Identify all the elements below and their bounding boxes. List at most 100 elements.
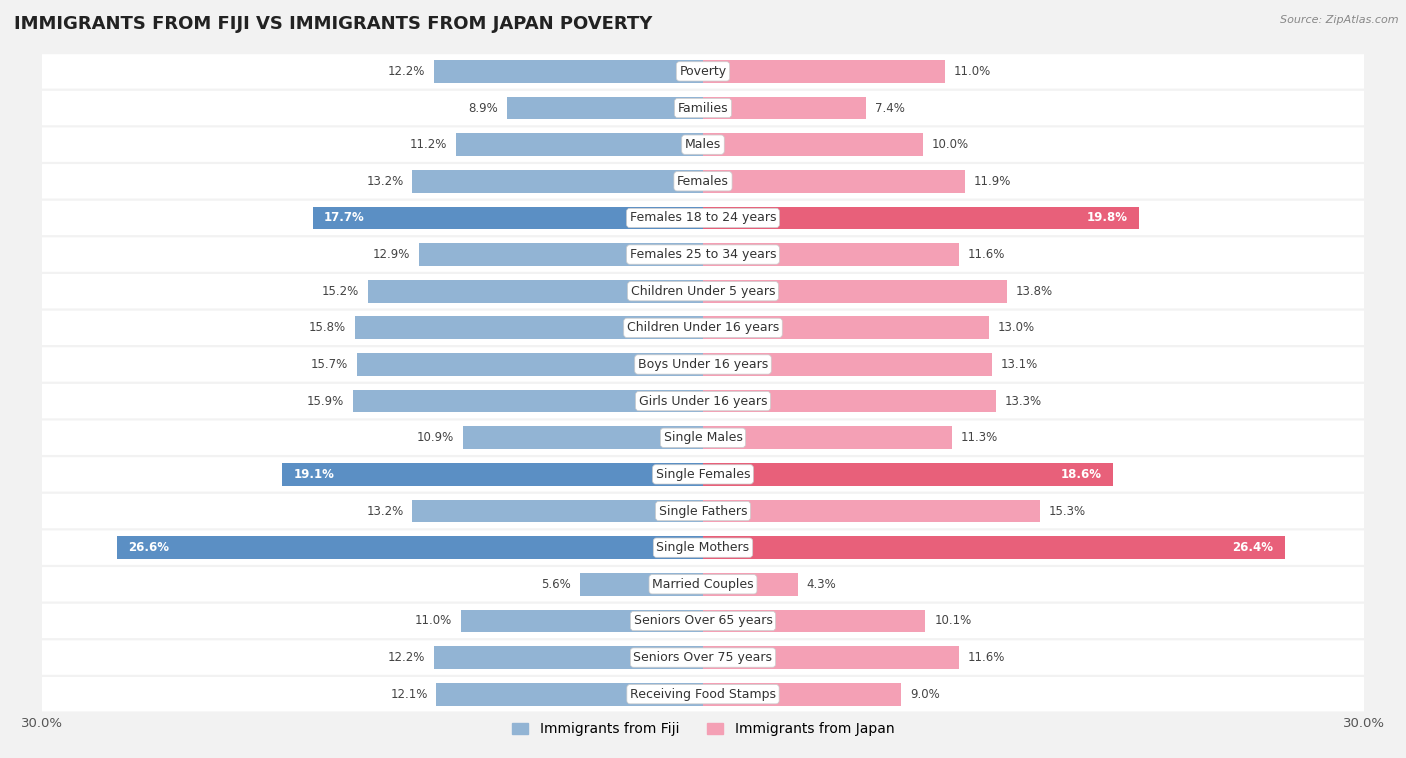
Text: 8.9%: 8.9% bbox=[468, 102, 498, 114]
Text: Girls Under 16 years: Girls Under 16 years bbox=[638, 395, 768, 408]
Text: 26.6%: 26.6% bbox=[128, 541, 169, 554]
Bar bbox=[703, 573, 797, 596]
Text: Single Fathers: Single Fathers bbox=[659, 505, 747, 518]
FancyBboxPatch shape bbox=[42, 311, 1364, 345]
Bar bbox=[353, 390, 703, 412]
Bar bbox=[436, 683, 703, 706]
Bar bbox=[703, 280, 1007, 302]
Text: 9.0%: 9.0% bbox=[910, 688, 939, 700]
Text: 15.9%: 15.9% bbox=[307, 395, 344, 408]
Text: 13.1%: 13.1% bbox=[1001, 358, 1038, 371]
Bar bbox=[283, 463, 703, 486]
Bar bbox=[434, 60, 703, 83]
Text: 12.9%: 12.9% bbox=[373, 248, 411, 261]
Bar bbox=[703, 243, 959, 266]
FancyBboxPatch shape bbox=[42, 457, 1364, 492]
Text: 10.9%: 10.9% bbox=[416, 431, 454, 444]
Text: Females 18 to 24 years: Females 18 to 24 years bbox=[630, 211, 776, 224]
Legend: Immigrants from Fiji, Immigrants from Japan: Immigrants from Fiji, Immigrants from Ja… bbox=[506, 717, 900, 742]
Text: 13.0%: 13.0% bbox=[998, 321, 1035, 334]
Bar bbox=[412, 170, 703, 193]
Text: 11.0%: 11.0% bbox=[955, 65, 991, 78]
Bar bbox=[703, 609, 925, 632]
Bar bbox=[703, 353, 991, 376]
Text: 13.8%: 13.8% bbox=[1015, 285, 1053, 298]
Text: 15.3%: 15.3% bbox=[1049, 505, 1085, 518]
Text: 12.1%: 12.1% bbox=[391, 688, 427, 700]
Bar bbox=[457, 133, 703, 156]
Bar bbox=[463, 427, 703, 449]
Text: 11.6%: 11.6% bbox=[967, 651, 1005, 664]
Text: 12.2%: 12.2% bbox=[388, 65, 426, 78]
Bar bbox=[703, 537, 1285, 559]
Bar bbox=[434, 647, 703, 669]
Text: 11.2%: 11.2% bbox=[411, 138, 447, 151]
Bar bbox=[354, 317, 703, 339]
FancyBboxPatch shape bbox=[42, 91, 1364, 125]
FancyBboxPatch shape bbox=[42, 127, 1364, 162]
Text: 18.6%: 18.6% bbox=[1060, 468, 1102, 481]
Text: Single Males: Single Males bbox=[664, 431, 742, 444]
Text: 13.2%: 13.2% bbox=[366, 175, 404, 188]
Text: 11.3%: 11.3% bbox=[960, 431, 998, 444]
FancyBboxPatch shape bbox=[42, 641, 1364, 675]
Text: 15.7%: 15.7% bbox=[311, 358, 349, 371]
Bar bbox=[703, 390, 995, 412]
Bar bbox=[412, 500, 703, 522]
Text: 10.1%: 10.1% bbox=[934, 615, 972, 628]
FancyBboxPatch shape bbox=[42, 603, 1364, 638]
Bar bbox=[703, 207, 1139, 229]
Text: 11.6%: 11.6% bbox=[967, 248, 1005, 261]
Bar bbox=[508, 97, 703, 119]
Bar bbox=[357, 353, 703, 376]
Bar bbox=[419, 243, 703, 266]
Text: 13.2%: 13.2% bbox=[366, 505, 404, 518]
Text: Children Under 16 years: Children Under 16 years bbox=[627, 321, 779, 334]
Bar bbox=[117, 537, 703, 559]
Bar bbox=[703, 60, 945, 83]
Text: Single Mothers: Single Mothers bbox=[657, 541, 749, 554]
Text: 11.9%: 11.9% bbox=[974, 175, 1011, 188]
Text: 5.6%: 5.6% bbox=[541, 578, 571, 590]
Text: 12.2%: 12.2% bbox=[388, 651, 426, 664]
Text: 15.8%: 15.8% bbox=[309, 321, 346, 334]
FancyBboxPatch shape bbox=[42, 531, 1364, 565]
Bar bbox=[703, 427, 952, 449]
Text: Poverty: Poverty bbox=[679, 65, 727, 78]
Bar bbox=[703, 317, 990, 339]
FancyBboxPatch shape bbox=[42, 677, 1364, 712]
FancyBboxPatch shape bbox=[42, 164, 1364, 199]
Bar bbox=[703, 97, 866, 119]
FancyBboxPatch shape bbox=[42, 54, 1364, 89]
Text: Boys Under 16 years: Boys Under 16 years bbox=[638, 358, 768, 371]
Text: 15.2%: 15.2% bbox=[322, 285, 360, 298]
Text: Females: Females bbox=[678, 175, 728, 188]
Text: IMMIGRANTS FROM FIJI VS IMMIGRANTS FROM JAPAN POVERTY: IMMIGRANTS FROM FIJI VS IMMIGRANTS FROM … bbox=[14, 15, 652, 33]
Text: Children Under 5 years: Children Under 5 years bbox=[631, 285, 775, 298]
Text: Single Females: Single Females bbox=[655, 468, 751, 481]
Text: 11.0%: 11.0% bbox=[415, 615, 451, 628]
Bar bbox=[314, 207, 703, 229]
FancyBboxPatch shape bbox=[42, 201, 1364, 235]
Text: 26.4%: 26.4% bbox=[1233, 541, 1274, 554]
FancyBboxPatch shape bbox=[42, 347, 1364, 382]
FancyBboxPatch shape bbox=[42, 274, 1364, 309]
Text: Seniors Over 65 years: Seniors Over 65 years bbox=[634, 615, 772, 628]
Bar bbox=[703, 500, 1040, 522]
Bar bbox=[703, 647, 959, 669]
Text: Receiving Food Stamps: Receiving Food Stamps bbox=[630, 688, 776, 700]
Text: 4.3%: 4.3% bbox=[807, 578, 837, 590]
FancyBboxPatch shape bbox=[42, 421, 1364, 455]
Text: 13.3%: 13.3% bbox=[1005, 395, 1042, 408]
Bar bbox=[703, 463, 1112, 486]
Text: Seniors Over 75 years: Seniors Over 75 years bbox=[634, 651, 772, 664]
Bar bbox=[461, 609, 703, 632]
Text: Married Couples: Married Couples bbox=[652, 578, 754, 590]
Text: Source: ZipAtlas.com: Source: ZipAtlas.com bbox=[1281, 15, 1399, 25]
FancyBboxPatch shape bbox=[42, 237, 1364, 272]
Text: 19.8%: 19.8% bbox=[1087, 211, 1128, 224]
FancyBboxPatch shape bbox=[42, 493, 1364, 528]
Bar bbox=[579, 573, 703, 596]
Text: 19.1%: 19.1% bbox=[294, 468, 335, 481]
Text: 17.7%: 17.7% bbox=[325, 211, 366, 224]
